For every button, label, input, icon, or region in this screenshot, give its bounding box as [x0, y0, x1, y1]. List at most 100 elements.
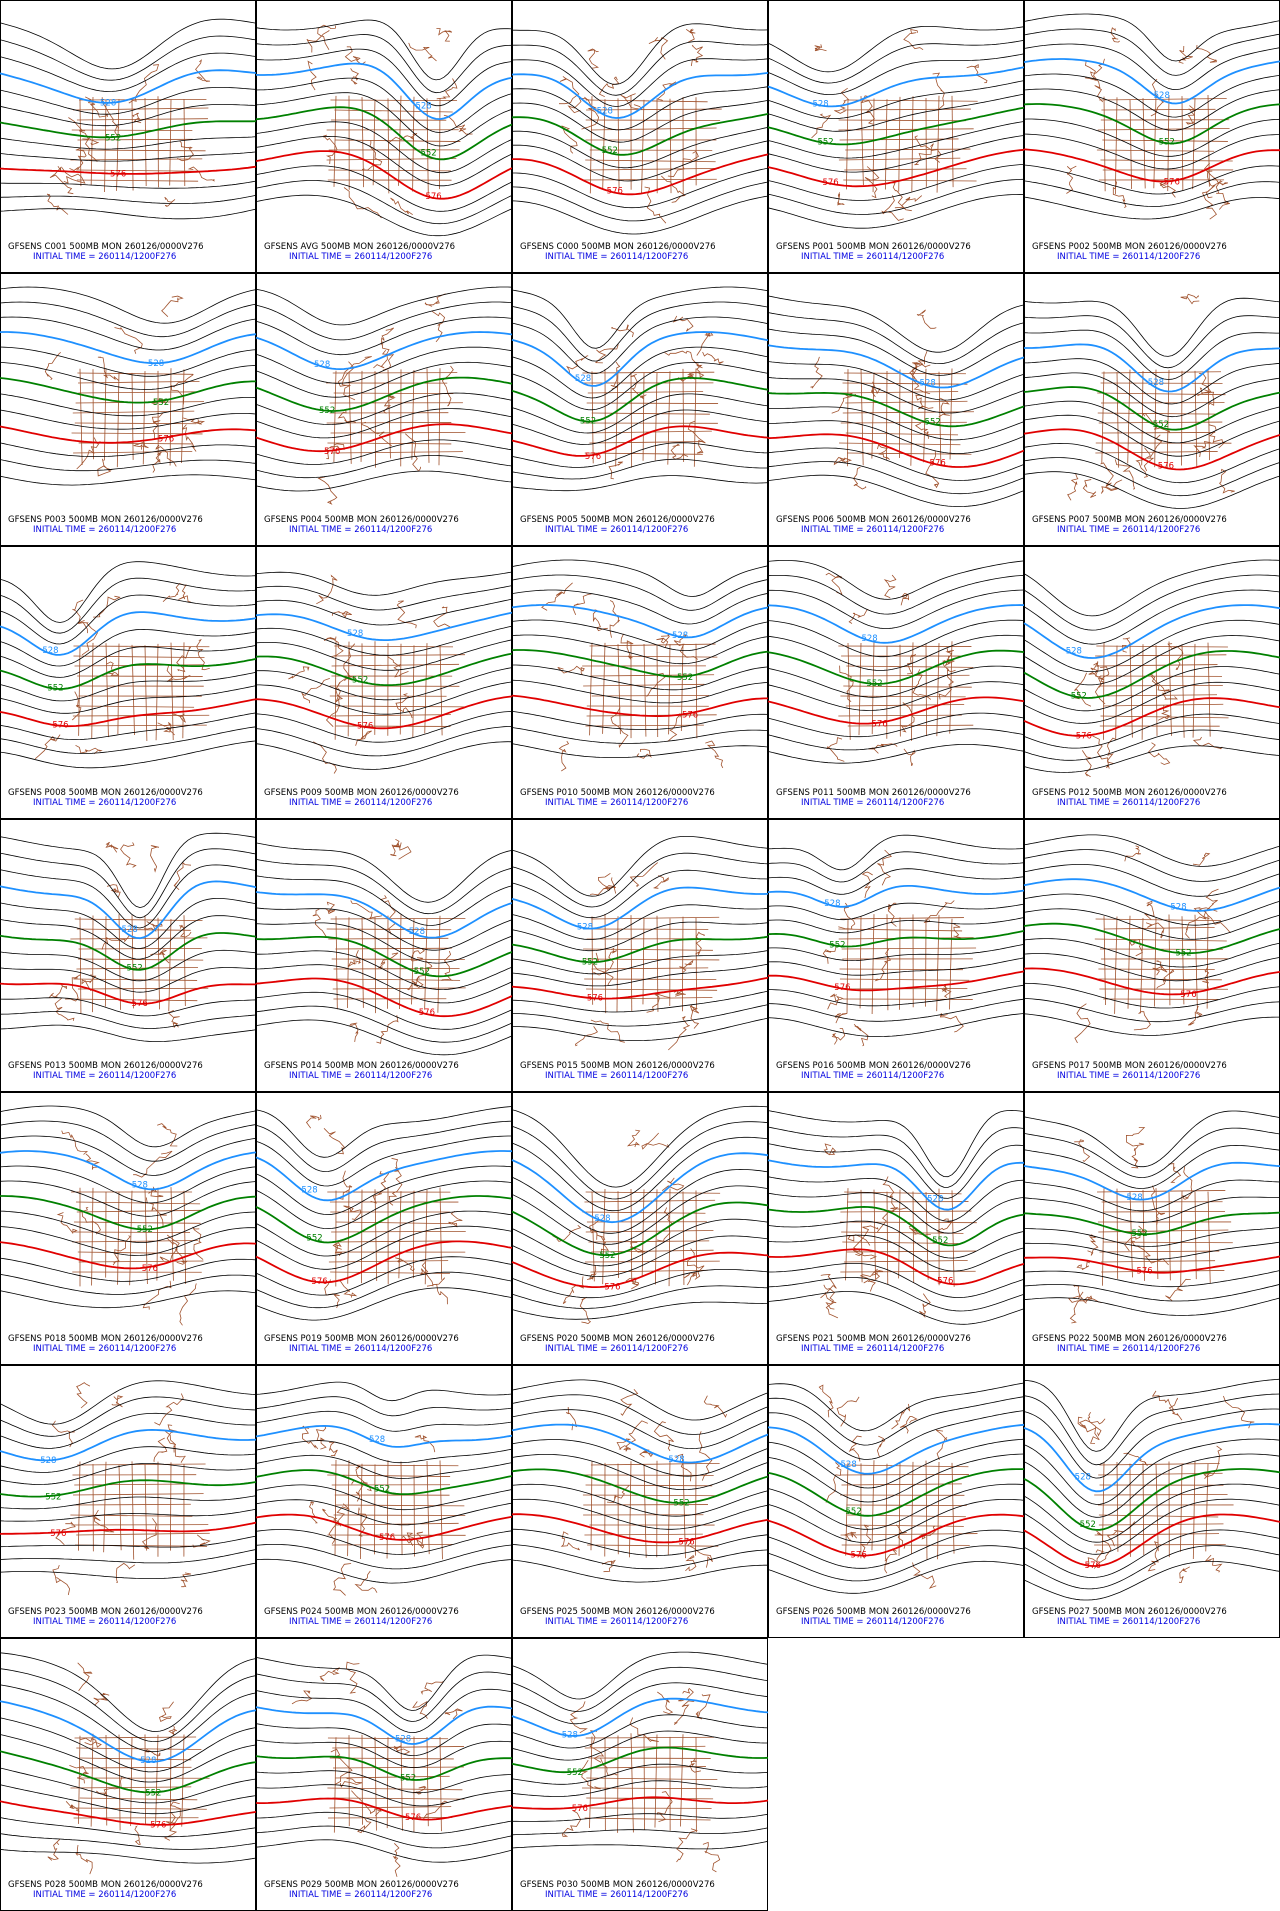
height-contour [767, 1291, 1025, 1325]
height-contour [511, 1840, 769, 1850]
state-line [911, 96, 914, 192]
coast-line [891, 1403, 911, 1430]
state-line [1127, 915, 1131, 1009]
height-contour [511, 1251, 769, 1288]
height-contour [255, 439, 513, 465]
panel-title: GFSENS P016 500MB MON 260126/0000V276 [776, 1061, 971, 1071]
panel-frame [1024, 0, 1280, 273]
state-line [587, 391, 704, 394]
coast-line [448, 1210, 463, 1228]
height-contour [1023, 164, 1280, 195]
coast-line [408, 42, 437, 62]
height-contour [1023, 457, 1280, 497]
height-contour [767, 1176, 1025, 1222]
contour-label: 552 [932, 1236, 948, 1246]
height-contour [255, 423, 513, 453]
state-line [844, 168, 967, 171]
height-contour [1023, 1513, 1280, 1567]
coast-line [432, 1277, 448, 1305]
coast-line [646, 672, 667, 697]
height-contour [255, 392, 513, 425]
panel-title: GFSENS P020 500MB MON 260126/0000V276 [520, 1334, 715, 1344]
height-contour [1023, 1483, 1280, 1543]
state-line [77, 372, 194, 375]
state-line [841, 1231, 964, 1234]
coast-line [689, 1004, 700, 1029]
panel-title: GFSENS P005 500MB MON 260126/0000V276 [520, 515, 715, 525]
contour-label: 576 [1136, 1267, 1152, 1277]
coast-line [831, 392, 857, 414]
state-line [838, 119, 966, 122]
height-contour [0, 87, 257, 115]
contour-label: 576 [425, 192, 441, 202]
height-contour [255, 135, 513, 187]
height-contour [767, 178, 1025, 215]
height-contour [1023, 1561, 1280, 1601]
contour-label: 528 [1066, 647, 1082, 657]
coast-line [685, 28, 696, 43]
contour-label: 528 [140, 1756, 156, 1766]
coast-line [1143, 434, 1163, 472]
coast-line [187, 166, 215, 182]
height-contour [767, 26, 1025, 73]
coast-line [145, 1197, 167, 1228]
state-line [925, 643, 927, 736]
contour-label: 576 [1164, 178, 1180, 188]
height-contour [0, 1024, 257, 1042]
state-line [347, 641, 350, 737]
height-contour [0, 120, 257, 139]
height-contour [767, 39, 1025, 84]
state-line [73, 1807, 207, 1810]
contour-label: 528 [369, 1435, 385, 1445]
state-line [1168, 1191, 1171, 1281]
panel-title: GFSENS C000 500MB MON 260126/0000V276 [520, 242, 716, 252]
height-contour [511, 904, 769, 940]
state-line [682, 1191, 685, 1286]
height-contour [0, 1135, 257, 1176]
panel-title: GFSENS P008 500MB MON 260126/0000V276 [8, 788, 203, 798]
state-line [845, 704, 965, 707]
height-contour [1023, 329, 1280, 380]
contour-label: 528 [562, 1731, 578, 1741]
coast-line [396, 600, 417, 629]
state-line [1099, 1250, 1220, 1253]
coast-line [1067, 473, 1079, 501]
state-line [669, 98, 672, 194]
height-contour [255, 875, 513, 926]
panel-init-time: INITIAL TIME = 260114/1200F276 [801, 1071, 944, 1081]
contour-label: 576 [937, 1277, 953, 1287]
state-line [144, 1189, 148, 1284]
height-contour [0, 104, 257, 127]
state-line [1101, 371, 1221, 374]
panel-init-time: INITIAL TIME = 260114/1200F276 [1057, 252, 1200, 262]
height-contour [511, 1423, 769, 1464]
map-panel: 528 552 576 GFSENS P021 500MB MON 260126/00… [767, 1092, 1025, 1365]
contour-label: 552 [1131, 1229, 1147, 1239]
state-line [131, 915, 134, 1009]
coast-line [1100, 479, 1123, 494]
panel-frame [0, 1638, 256, 1911]
coast-line [1076, 1261, 1090, 1271]
state-line [617, 644, 621, 735]
height-contour [0, 832, 257, 909]
state-line [584, 1533, 703, 1536]
coast-line [646, 993, 671, 1013]
height-contour [255, 1469, 513, 1496]
coast-line [420, 1681, 444, 1696]
height-contour [1023, 428, 1280, 471]
height-contour [512, 1813, 769, 1822]
state-line [845, 148, 971, 151]
height-contour [511, 1185, 769, 1245]
coastlines [541, 582, 724, 772]
state-line [76, 1532, 210, 1536]
contour-label: 528 [861, 634, 877, 644]
contour-label: 528 [395, 1734, 411, 1744]
contour-label: 576 [379, 1533, 395, 1543]
coast-line [827, 993, 844, 1010]
panel-title: GFSENS P011 500MB MON 260126/0000V276 [776, 788, 971, 798]
state-line [73, 1493, 204, 1496]
height-contour [0, 1428, 257, 1462]
contour-label: 528 [1154, 91, 1170, 101]
height-contour [767, 66, 1025, 108]
coast-line [307, 60, 317, 91]
